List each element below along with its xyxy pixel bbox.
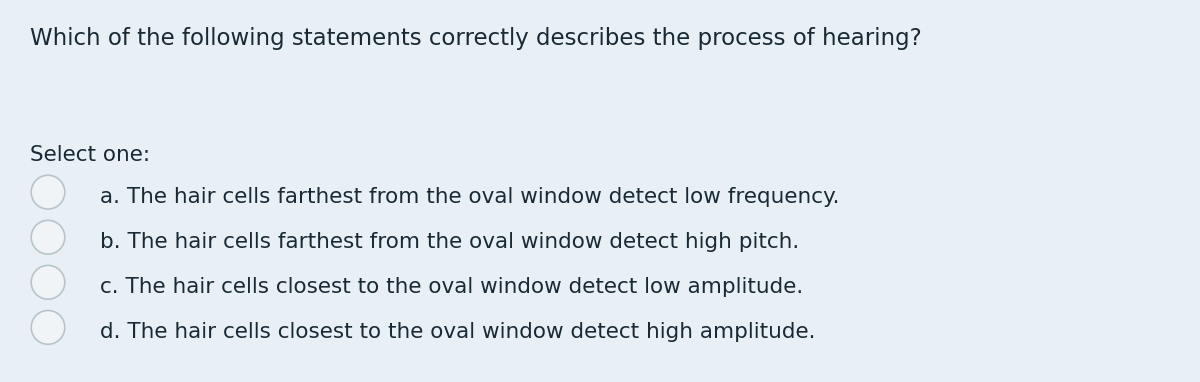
Ellipse shape [31,175,65,209]
Text: d. The hair cells closest to the oval window detect high amplitude.: d. The hair cells closest to the oval wi… [100,322,815,342]
Text: Select one:: Select one: [30,145,150,165]
Ellipse shape [31,265,65,299]
Ellipse shape [31,220,65,254]
Text: b. The hair cells farthest from the oval window detect high pitch.: b. The hair cells farthest from the oval… [100,232,799,252]
Text: Which of the following statements correctly describes the process of hearing?: Which of the following statements correc… [30,27,922,50]
Ellipse shape [31,311,65,344]
Text: a. The hair cells farthest from the oval window detect low frequency.: a. The hair cells farthest from the oval… [100,187,839,207]
Text: c. The hair cells closest to the oval window detect low amplitude.: c. The hair cells closest to the oval wi… [100,277,803,297]
